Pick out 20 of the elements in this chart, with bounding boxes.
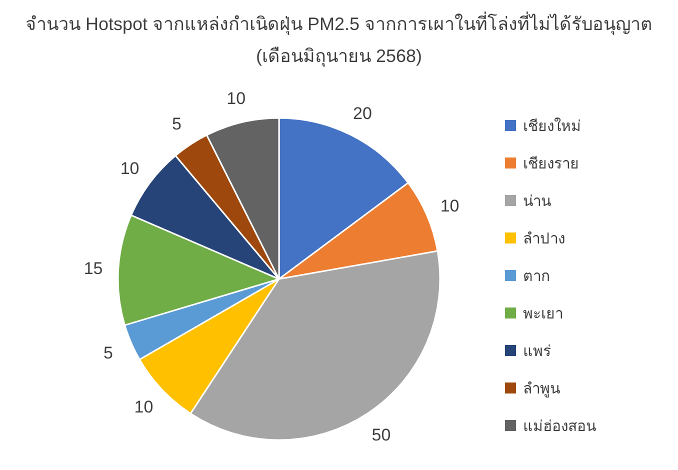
legend-label: แม่ฮ่องสอน <box>523 418 596 435</box>
data-label: 15 <box>84 259 103 278</box>
legend-label: ตาก <box>523 268 550 285</box>
chart-title: จำนวน Hotspot จากแหล่งกำเนิดฝุ่น PM2.5 จากการเผาในที่โล่งที่ไม่ได้รับอนุญาต <box>25 11 653 35</box>
legend-label: ลำพูน <box>523 380 560 398</box>
chart-subtitle: (เดือนมิถุนายน 2568) <box>256 46 422 67</box>
data-label: 10 <box>440 196 460 216</box>
data-label: 10 <box>226 89 246 108</box>
data-label: 5 <box>172 114 182 134</box>
data-label: 10 <box>120 158 140 178</box>
data-label: 10 <box>134 398 154 417</box>
legend-label: เชียงใหม่ <box>523 117 581 135</box>
legend-label: น่าน <box>523 193 551 210</box>
legend-label: ลำปาง <box>523 230 565 248</box>
legend-label: เชียงราย <box>523 156 579 172</box>
legend-label: พะเยา <box>523 306 563 322</box>
data-label: 50 <box>372 425 391 444</box>
data-label: 20 <box>353 104 372 123</box>
legend-label: แพร่ <box>523 343 551 360</box>
data-label: 5 <box>103 344 113 363</box>
